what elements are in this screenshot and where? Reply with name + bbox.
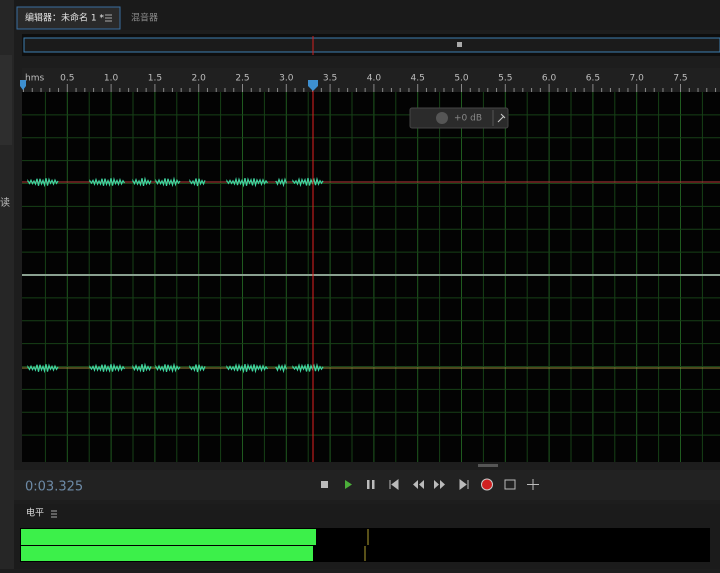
ruler-label: 2.5 — [235, 74, 249, 84]
ruler-label: 1.5 — [148, 74, 162, 84]
ruler-label: 1.0 — [104, 74, 119, 84]
level-bar-l — [21, 529, 316, 545]
level-title: 电平 — [26, 507, 44, 519]
ruler-label: 3.5 — [323, 74, 337, 84]
loop-button[interactable] — [504, 479, 516, 490]
waveform — [292, 176, 324, 188]
hud-pin[interactable] — [497, 113, 506, 123]
waveform — [27, 177, 59, 188]
pause-button[interactable] — [367, 480, 375, 489]
waveform — [155, 176, 181, 188]
skip-button[interactable] — [527, 479, 539, 490]
level-bar-r — [21, 546, 313, 561]
waveform — [89, 363, 126, 373]
ruler — [22, 68, 720, 92]
waveform — [189, 364, 206, 373]
waveform — [132, 176, 152, 187]
tab-menu-icon[interactable] — [105, 14, 112, 22]
level-menu-icon[interactable] — [51, 510, 57, 518]
record-button[interactable] — [481, 478, 493, 491]
to-start-button[interactable] — [389, 479, 399, 490]
waveform — [292, 362, 324, 374]
overview-handle[interactable] — [457, 42, 462, 47]
waveform — [275, 363, 288, 374]
hud — [409, 107, 509, 129]
ruler-label: 6.5 — [586, 74, 600, 84]
waveform — [155, 362, 181, 374]
waveform — [226, 362, 268, 374]
ruler-label: 0.5 — [60, 74, 74, 84]
tab-editor[interactable] — [16, 6, 121, 30]
waveform — [132, 362, 152, 373]
ruler-label: 2.0 — [192, 74, 207, 84]
overview-range[interactable] — [23, 37, 720, 53]
tab-label[interactable]: 编辑器：未命名 1 * — [25, 12, 104, 24]
hud-gain: +0 dB — [454, 114, 482, 124]
side-panel-section — [0, 55, 12, 145]
ruler-label: 7.0 — [630, 74, 645, 84]
to-end-button[interactable] — [459, 479, 469, 490]
ruler-label: 4.5 — [411, 74, 425, 84]
tab-bar — [14, 0, 720, 30]
waveform — [275, 177, 288, 188]
time-display: 0:03.325 — [25, 480, 83, 495]
waveform-area — [22, 92, 720, 462]
start-marker[interactable] — [20, 80, 26, 90]
waveform — [89, 177, 126, 187]
play-button[interactable] — [345, 480, 352, 489]
ruler-label: 5.5 — [498, 74, 512, 84]
stop-button[interactable] — [321, 481, 328, 488]
waveform — [226, 176, 268, 188]
forward-button[interactable] — [434, 480, 445, 489]
ruler-unit: hms — [25, 74, 44, 84]
side-panel-text: 读 — [0, 196, 10, 209]
rewind-button[interactable] — [413, 480, 424, 489]
ruler-label: 6.0 — [542, 74, 557, 84]
ruler-label: 3.0 — [279, 74, 294, 84]
waveform — [27, 363, 59, 374]
ruler-label: 7.5 — [673, 74, 687, 84]
ruler-label: 5.0 — [454, 74, 469, 84]
ruler-label: 4.0 — [367, 74, 382, 84]
resize-grip[interactable] — [478, 464, 498, 467]
tab-label[interactable]: 混音器 — [131, 12, 158, 24]
waveform — [189, 178, 206, 187]
playhead-handle[interactable] — [308, 80, 318, 91]
hud-knob[interactable] — [436, 112, 448, 124]
